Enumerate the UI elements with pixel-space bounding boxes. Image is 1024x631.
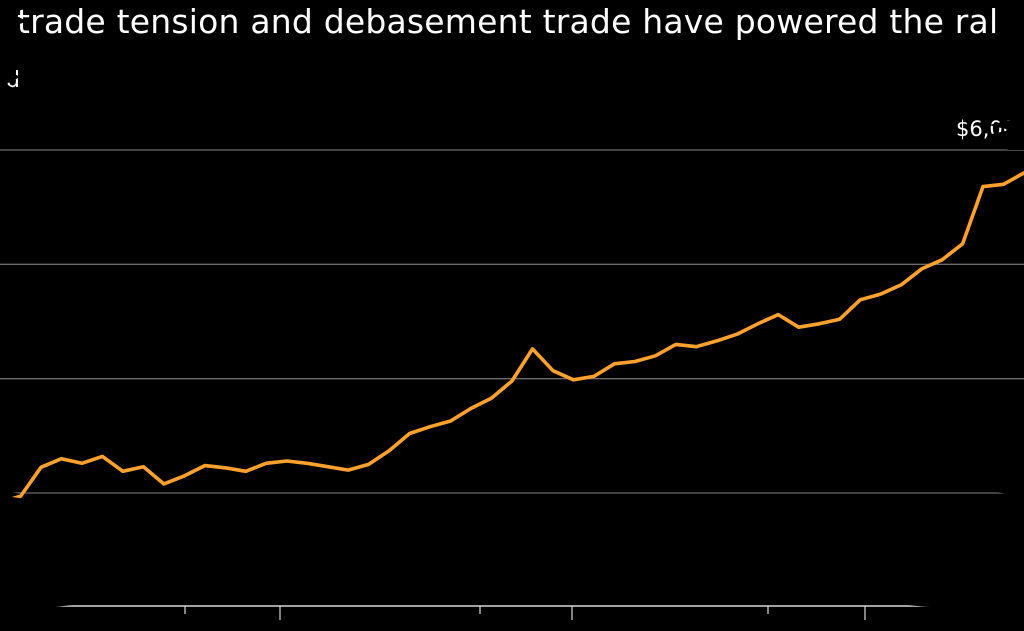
gold-price-line xyxy=(0,171,1024,499)
torn-edge-top-left xyxy=(0,0,40,140)
torn-edge-bottom-right xyxy=(890,470,1024,631)
gridlines xyxy=(0,149,1024,494)
torn-edge-bottom-left xyxy=(0,490,120,631)
x-axis xyxy=(0,605,1024,620)
torn-edge-top-right xyxy=(930,0,1024,150)
chart-title: at, trade tension and debasement trade h… xyxy=(0,2,999,41)
